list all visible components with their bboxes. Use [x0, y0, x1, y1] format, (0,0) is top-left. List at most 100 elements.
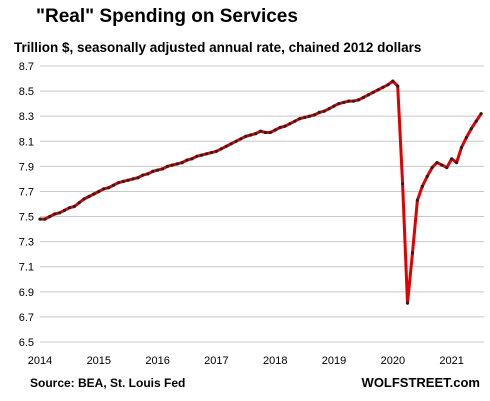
data-point	[455, 161, 459, 165]
x-tick-label: 2021	[439, 355, 463, 367]
data-point	[322, 109, 326, 113]
data-point	[396, 84, 400, 88]
data-point	[298, 117, 302, 121]
data-point	[410, 251, 415, 255]
data-point	[459, 145, 464, 150]
data-point	[131, 177, 135, 181]
data-point	[87, 194, 91, 199]
data-point	[415, 198, 419, 202]
data-point	[435, 161, 439, 165]
data-point	[141, 173, 145, 177]
data-point	[43, 217, 47, 221]
data-point	[312, 113, 316, 117]
data-point	[200, 153, 204, 157]
data-point	[58, 211, 62, 215]
data-point	[146, 172, 150, 176]
y-tick-label: 7.3	[19, 237, 34, 249]
data-point	[190, 157, 194, 161]
data-point	[180, 161, 184, 165]
data-point	[381, 85, 385, 89]
data-point	[303, 115, 307, 119]
data-point	[136, 176, 140, 180]
data-point	[401, 182, 405, 186]
data-point	[425, 174, 429, 178]
x-tick-label: 2017	[204, 355, 228, 367]
data-point	[72, 204, 76, 209]
y-tick-label: 7.9	[19, 161, 34, 173]
data-point	[121, 179, 125, 183]
data-point	[430, 166, 434, 170]
y-tick-label: 8.7	[19, 61, 34, 73]
y-tick-label: 7.1	[19, 262, 34, 274]
data-point	[371, 90, 375, 94]
data-point	[244, 134, 248, 138]
y-tick-label: 7.7	[19, 186, 34, 198]
source-note: Source: BEA, St. Louis Fed	[30, 376, 186, 390]
data-point	[479, 112, 483, 116]
data-point	[116, 181, 120, 185]
data-point	[126, 178, 130, 182]
data-point	[48, 214, 52, 219]
x-tick-label: 2016	[145, 355, 169, 367]
x-tick-label: 2019	[322, 355, 346, 367]
data-point	[102, 187, 106, 191]
data-point	[342, 100, 346, 104]
data-point	[234, 139, 238, 143]
data-point	[307, 114, 312, 118]
data-point	[82, 197, 86, 201]
data-point	[273, 128, 277, 132]
data-point	[386, 83, 390, 87]
data-point	[209, 151, 214, 155]
data-series	[38, 79, 483, 305]
data-point	[92, 192, 96, 196]
data-point	[77, 201, 81, 205]
data-point	[107, 186, 111, 190]
data-point	[469, 127, 473, 131]
data-point	[229, 142, 233, 146]
chart-title: "Real" Spending on Services	[36, 6, 298, 27]
data-point	[391, 79, 395, 83]
data-point	[278, 125, 282, 130]
data-point	[366, 93, 370, 97]
data-point	[293, 119, 297, 123]
data-point	[347, 99, 351, 103]
data-point	[405, 301, 410, 305]
data-point	[53, 212, 57, 216]
data-point	[67, 206, 71, 210]
y-tick-label: 6.5	[19, 337, 34, 349]
data-point	[165, 164, 169, 168]
data-point	[450, 157, 454, 161]
data-point	[361, 95, 365, 99]
data-point	[156, 168, 160, 172]
data-point	[464, 135, 468, 140]
data-point	[205, 152, 209, 156]
y-axis: 6.5 6.7 6.9 7.1 7.3 7.5 7.7 7.9 8.1 8.3 8.5 8.7	[19, 61, 34, 349]
x-tick-label: 2020	[381, 355, 405, 367]
data-point	[185, 158, 189, 162]
data-point	[151, 169, 155, 173]
brand-logo: WOLFSTREET.com	[361, 375, 480, 390]
gridlines	[40, 65, 484, 343]
data-point	[38, 217, 42, 221]
data-point	[263, 130, 267, 135]
data-point	[62, 208, 67, 212]
y-tick-label: 8.1	[19, 136, 34, 148]
data-point	[219, 147, 223, 151]
chart-subtitle: Trillion $, seasonally adjusted annual r…	[14, 40, 422, 55]
data-point	[97, 189, 101, 194]
series-line	[38, 79, 483, 305]
data-point	[214, 149, 218, 153]
data-point	[420, 184, 424, 188]
data-point	[249, 133, 253, 137]
data-point	[317, 110, 321, 114]
data-point	[160, 167, 165, 171]
data-point	[332, 104, 336, 108]
data-point	[195, 154, 199, 158]
y-tick-label: 7.5	[19, 212, 34, 224]
data-point	[376, 88, 380, 92]
data-point	[352, 99, 356, 103]
x-tick-label: 2018	[263, 355, 287, 367]
y-tick-label: 6.7	[19, 312, 34, 324]
data-point	[356, 98, 361, 102]
data-point	[224, 144, 228, 148]
